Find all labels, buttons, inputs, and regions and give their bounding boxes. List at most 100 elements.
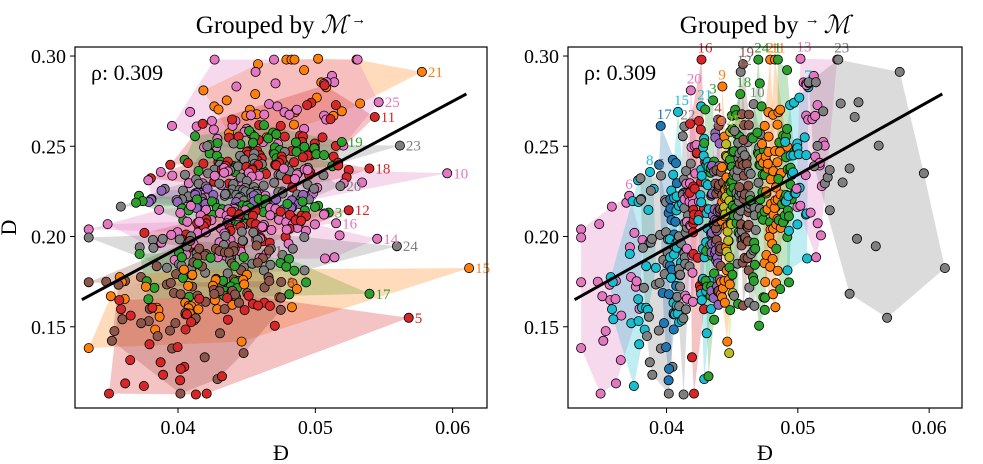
data-point	[258, 180, 269, 191]
data-point	[125, 355, 136, 366]
data-point	[771, 243, 782, 254]
data-point	[198, 158, 209, 169]
data-point	[624, 248, 635, 259]
data-point	[791, 183, 802, 194]
data-point	[115, 201, 126, 212]
data-point	[83, 232, 94, 243]
data-point	[139, 227, 150, 238]
data-point	[772, 265, 783, 276]
data-point	[176, 252, 187, 263]
data-point	[633, 316, 644, 327]
data-point	[849, 112, 860, 123]
data-point	[812, 218, 823, 229]
data-point	[664, 289, 675, 300]
data-point	[205, 252, 216, 263]
data-point	[175, 289, 186, 300]
data-point	[282, 198, 293, 209]
data-point	[216, 371, 227, 382]
data-point	[668, 324, 679, 335]
group-label: 10	[750, 85, 765, 101]
data-point	[299, 232, 310, 243]
data-point	[770, 302, 781, 313]
data-point	[635, 194, 646, 205]
data-point	[166, 120, 177, 131]
y-axis-label: D	[0, 220, 21, 236]
data-point	[265, 259, 276, 270]
data-point	[759, 304, 770, 315]
data-point	[641, 261, 652, 272]
data-point	[178, 264, 189, 275]
data-point	[681, 304, 692, 315]
data-point	[729, 290, 740, 301]
group-label: 13	[797, 40, 812, 56]
data-point	[83, 343, 94, 354]
data-point	[782, 65, 793, 76]
group-label: 5	[657, 157, 665, 173]
data-point	[331, 218, 342, 229]
data-point	[757, 138, 768, 149]
data-point	[643, 311, 654, 322]
data-point	[833, 54, 844, 65]
group-label: 20	[346, 179, 361, 195]
data-point	[772, 54, 783, 65]
data-point	[143, 294, 154, 305]
data-point	[263, 133, 274, 144]
title-symbol: ℳ	[321, 12, 351, 39]
data-point	[105, 291, 116, 302]
group-label: 20	[687, 71, 702, 87]
data-point	[181, 309, 192, 320]
data-point	[250, 66, 261, 77]
title-prefix: Grouped by	[680, 12, 805, 39]
data-point	[180, 324, 191, 335]
data-point	[716, 162, 727, 173]
data-point	[152, 331, 163, 342]
data-point	[835, 98, 846, 109]
data-point	[198, 85, 209, 96]
data-point	[799, 132, 810, 143]
data-point	[161, 262, 172, 273]
points-layer	[576, 53, 950, 400]
data-point	[685, 118, 696, 129]
data-point	[647, 369, 658, 380]
data-point	[725, 305, 736, 316]
data-point	[792, 219, 803, 230]
data-point	[594, 219, 605, 230]
group-label: 9	[718, 68, 726, 84]
data-point	[416, 66, 427, 77]
data-point	[595, 388, 606, 399]
data-point	[671, 158, 682, 169]
data-point	[403, 312, 414, 323]
data-point	[243, 290, 254, 301]
data-point	[638, 282, 649, 293]
data-point	[699, 138, 710, 149]
data-point	[837, 177, 848, 188]
data-point	[319, 80, 330, 91]
data-point	[212, 138, 223, 149]
data-point	[775, 104, 786, 115]
data-point	[271, 129, 282, 140]
data-point	[654, 159, 665, 170]
data-point	[185, 106, 196, 117]
data-point	[675, 269, 686, 280]
data-point	[138, 380, 149, 391]
axes-frame	[74, 46, 488, 409]
data-point	[678, 313, 689, 324]
data-point	[291, 284, 302, 295]
group-label: 1	[275, 244, 283, 260]
data-point	[191, 194, 202, 205]
data-point	[130, 197, 141, 208]
title-arrow: →	[347, 12, 366, 28]
data-point	[264, 99, 275, 110]
data-point	[745, 168, 756, 179]
data-point	[298, 152, 309, 163]
data-point	[696, 54, 707, 65]
data-point	[309, 183, 320, 194]
data-point	[576, 277, 587, 288]
group-label: 16	[342, 216, 358, 232]
data-point	[190, 389, 201, 400]
data-point	[810, 110, 821, 121]
data-point	[802, 253, 813, 264]
data-point	[812, 140, 823, 151]
data-point	[167, 170, 178, 181]
